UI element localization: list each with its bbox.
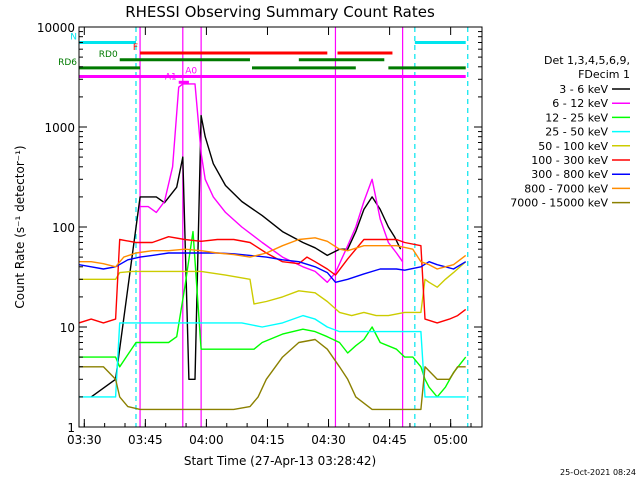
x-tick-label: 04:15: [250, 433, 285, 447]
legend-entry-label: 3 - 6 keV: [559, 83, 608, 96]
legend-entry-label: 25 - 50 keV: [545, 126, 608, 139]
flag-layer: NFRD0RD6A1A0: [58, 32, 466, 84]
x-tick-label: 03:30: [67, 433, 102, 447]
legend-entry-label: 12 - 25 keV: [545, 111, 608, 124]
x-tick-label: 04:30: [311, 433, 346, 447]
y-tick-label: 10000: [37, 21, 75, 35]
x-tick-label: 03:45: [128, 433, 163, 447]
y-tick-label: 100: [52, 221, 75, 235]
series-line-9: [79, 338, 466, 411]
y-tick-label: 10: [60, 321, 75, 335]
x-tick-label: 05:00: [433, 433, 468, 447]
legend-entry-label: 100 - 300 keV: [531, 154, 608, 167]
flag-label: A0: [185, 66, 197, 76]
legend-entry-label: 300 - 800 keV: [531, 168, 608, 181]
legend-entry-label: 7000 - 15000 keV: [510, 197, 608, 210]
series-line-8: [79, 237, 467, 270]
y-axis-label: Count Rate (s⁻¹ detector⁻¹): [13, 145, 27, 308]
date-stamp: 25-Oct-2021 08:24: [560, 468, 636, 477]
legend-title-line1: Det 1,3,4,5,6,9,: [544, 54, 630, 67]
series-line-6: [79, 236, 467, 324]
x-axis-label: Start Time (27-Apr-13 03:28:42): [184, 454, 376, 468]
series-line-7: [79, 252, 467, 283]
x-tick-label: 04:45: [372, 433, 407, 447]
legend-entry-label: 800 - 7000 keV: [524, 182, 608, 195]
flag-label: RD6: [58, 58, 77, 68]
data-layer: [79, 27, 469, 427]
legend-entry-label: 6 - 12 keV: [552, 97, 608, 110]
legend-entry-label: 50 - 100 keV: [538, 140, 608, 153]
series-line-4: [79, 314, 466, 398]
flag-label: RD0: [99, 50, 118, 60]
flag-label: N: [70, 32, 77, 42]
chart-title: RHESSI Observing Summary Count Rates: [125, 3, 435, 21]
axis-layer: 03:30 03:45 04:00 04:15 04:30 04:45 05:00 1 10 10…: [37, 21, 482, 447]
series-line-2: [140, 83, 404, 283]
series-line-1: [90, 114, 402, 398]
x-tick-label: 04:00: [189, 433, 224, 447]
y-tick-label: 1: [67, 421, 75, 435]
flag-label: F: [133, 43, 138, 53]
legend-title-line2: FDecim 1: [578, 68, 630, 81]
series-line-3: [79, 230, 467, 398]
y-tick-label: 1000: [44, 121, 75, 135]
series-line-5: [79, 261, 467, 317]
